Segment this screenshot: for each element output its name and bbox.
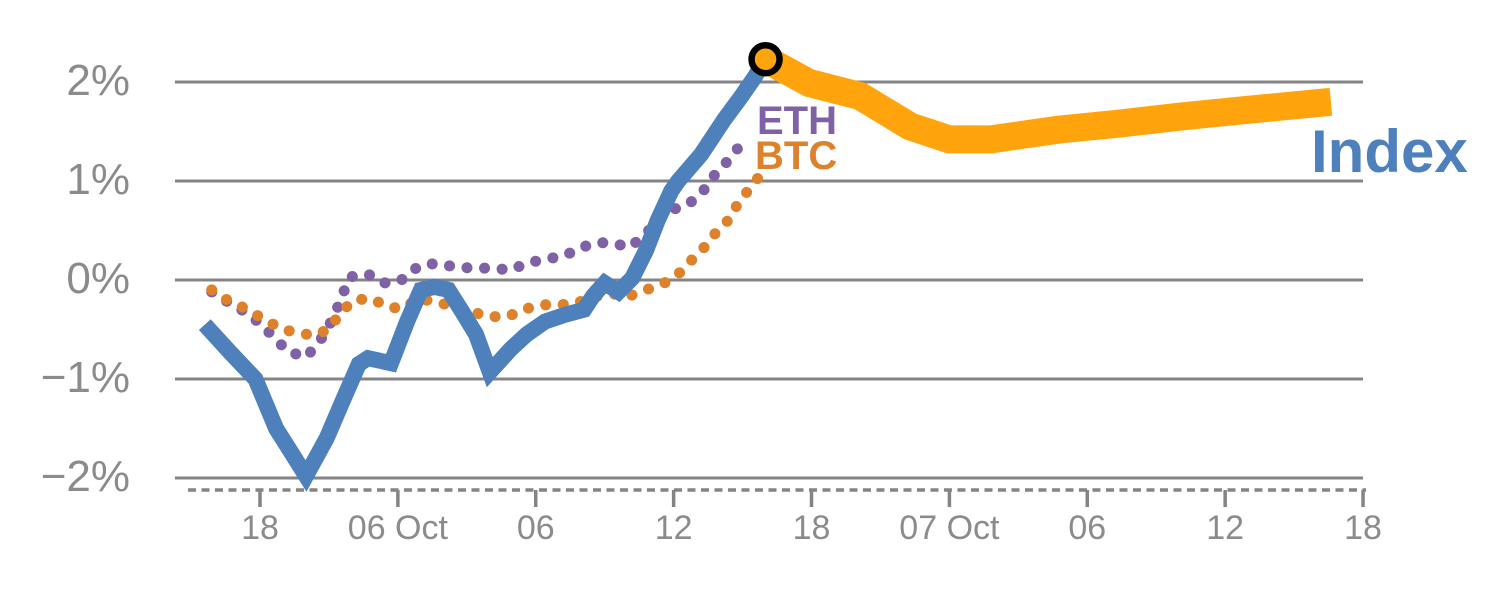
series-label-eth: ETH [757,99,837,143]
series-line-BTC [206,168,767,341]
forecast-start-marker [748,41,783,77]
series-line-Index-history [198,55,773,492]
series-label-index: Index [1311,118,1468,185]
series-line-Index-forecast [758,46,1333,154]
series-label-btc: BTC [755,134,838,178]
series-line-ETH [206,132,755,363]
